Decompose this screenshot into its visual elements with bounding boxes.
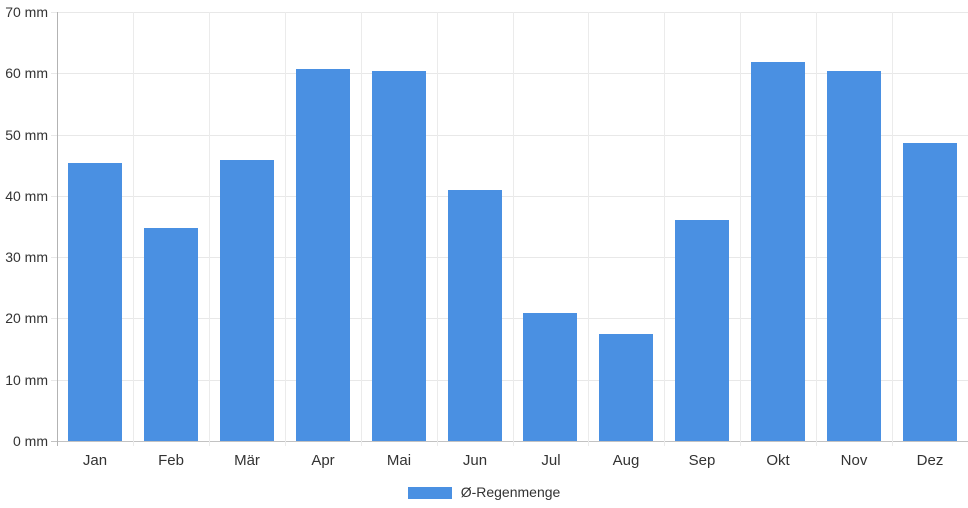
y-gridline-20 xyxy=(51,318,968,319)
bar-feb[interactable] xyxy=(144,228,198,441)
y-tick-label-50: 50 mm xyxy=(5,127,48,143)
x-gridline-5 xyxy=(437,12,438,446)
x-tick-label-sep: Sep xyxy=(688,452,716,469)
bar-aug[interactable] xyxy=(599,334,653,441)
bar-dez[interactable] xyxy=(903,143,957,441)
legend-label: Ø-Regenmenge xyxy=(460,484,561,500)
bar-mai[interactable] xyxy=(372,71,426,441)
x-tick-label-feb: Feb xyxy=(158,452,184,469)
y-tick-label-0: 0 mm xyxy=(13,433,48,449)
x-gridline-8 xyxy=(664,12,665,446)
bar-mär[interactable] xyxy=(220,160,274,441)
x-gridline-6 xyxy=(513,12,514,446)
y-gridline-50 xyxy=(51,135,968,136)
bar-okt[interactable] xyxy=(751,62,805,441)
y-gridline-70 xyxy=(51,12,968,13)
y-tick-label-70: 70 mm xyxy=(5,4,48,20)
bar-jul[interactable] xyxy=(523,313,577,441)
bar-jun[interactable] xyxy=(448,190,502,441)
x-gridline-7 xyxy=(588,12,589,446)
y-tick-label-30: 30 mm xyxy=(5,249,48,265)
x-tick-label-dez: Dez xyxy=(916,452,944,469)
x-tick-label-jan: Jan xyxy=(82,452,108,469)
y-axis-line xyxy=(57,12,58,446)
legend: Ø-Regenmenge xyxy=(0,483,968,502)
x-gridline-10 xyxy=(816,12,817,446)
x-gridline-3 xyxy=(285,12,286,446)
x-tick-label-nov: Nov xyxy=(840,452,868,469)
x-tick-label-mai: Mai xyxy=(386,452,412,469)
y-tick-label-60: 60 mm xyxy=(5,65,48,81)
y-gridline-30 xyxy=(51,257,968,258)
bar-apr[interactable] xyxy=(296,69,350,441)
x-gridline-9 xyxy=(740,12,741,446)
x-tick-label-jun: Jun xyxy=(462,452,488,469)
x-tick-label-mär: Mär xyxy=(234,452,260,469)
y-tick-label-40: 40 mm xyxy=(5,188,48,204)
bar-sep[interactable] xyxy=(675,220,729,441)
y-gridline-0 xyxy=(51,441,968,442)
y-gridline-40 xyxy=(51,196,968,197)
x-gridline-4 xyxy=(361,12,362,446)
x-gridline-11 xyxy=(892,12,893,446)
legend-item-regenmenge[interactable]: Ø-Regenmenge xyxy=(407,483,561,502)
x-tick-label-apr: Apr xyxy=(311,452,335,469)
y-tick-label-20: 20 mm xyxy=(5,310,48,326)
legend-swatch-icon xyxy=(407,487,452,499)
x-gridline-1 xyxy=(133,12,134,446)
y-tick-label-10: 10 mm xyxy=(5,372,48,388)
x-tick-label-okt: Okt xyxy=(766,452,790,469)
x-tick-label-jul: Jul xyxy=(541,452,561,469)
y-gridline-60 xyxy=(51,73,968,74)
bar-nov[interactable] xyxy=(827,71,881,441)
y-gridline-10 xyxy=(51,380,968,381)
x-tick-label-aug: Aug xyxy=(612,452,640,469)
x-gridline-2 xyxy=(209,12,210,446)
bar-jan[interactable] xyxy=(68,163,122,441)
